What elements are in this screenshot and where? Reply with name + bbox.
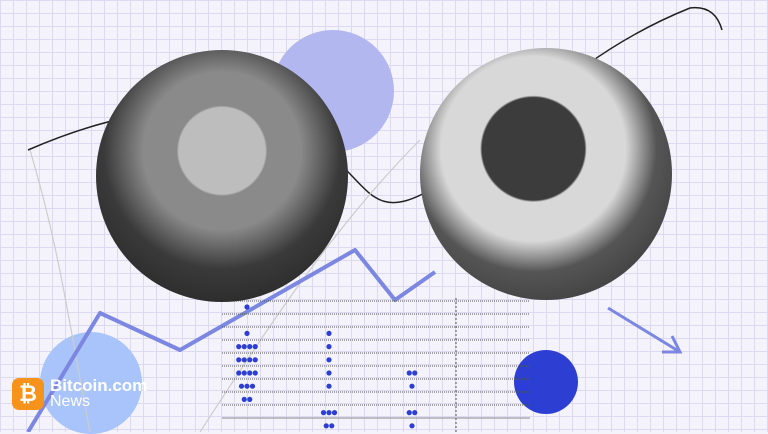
- dot-plot-dot: [412, 410, 418, 416]
- portrait-left: [96, 50, 348, 302]
- dot-plot-dot: [326, 383, 332, 389]
- bitcoin-com-news-logo[interactable]: ₿ Bitcoin.com News: [12, 376, 148, 410]
- dot-plot-dot: [241, 357, 247, 363]
- dot-plot-dot: [329, 423, 335, 429]
- brand-sub: News: [50, 393, 91, 410]
- brand-name: Bitcoin.com: [50, 376, 148, 395]
- dot-plot-dot: [409, 423, 415, 429]
- dot-plot-dot: [252, 344, 258, 350]
- dot-plot-dot: [238, 383, 245, 389]
- dot-plot-dot: [320, 410, 327, 416]
- dot-plot-dot: [241, 344, 247, 350]
- dot-plot-dot: [412, 370, 418, 376]
- dot-plot-dot: [323, 423, 329, 429]
- dot-plot-dot: [326, 370, 332, 376]
- dot-plot-dot: [247, 344, 253, 350]
- dot-plot-dot: [326, 410, 332, 416]
- dot-plot-dot: [252, 357, 258, 363]
- dot-plot-dot: [241, 370, 247, 376]
- dot-plot-dot: [406, 370, 412, 376]
- dot-plot-dot: [326, 330, 332, 336]
- dot-plot-dot: [236, 357, 242, 363]
- dot-plot-dot: [241, 396, 247, 402]
- dot-plot-dot: [247, 396, 253, 402]
- dot-plot-dot: [326, 344, 332, 350]
- dot-plot-dot: [409, 383, 415, 389]
- dot-plot-dot: [247, 370, 253, 376]
- dot-plot-dot: [244, 304, 250, 310]
- dot-plot-dot: [244, 383, 250, 389]
- dot-plot-dot: [326, 357, 332, 363]
- dot-plot-dot: [236, 370, 242, 376]
- portrait-right: [420, 48, 672, 300]
- blue-circle: [514, 350, 578, 414]
- dot-plot-dot: [247, 357, 253, 363]
- dot-plot-dot: [252, 370, 258, 376]
- dot-plot-dot: [406, 410, 412, 416]
- bitcoin-icon: ₿: [12, 378, 44, 410]
- dot-plot-dot: [244, 330, 250, 336]
- dot-plot-dot: [236, 344, 242, 350]
- dot-plot-dot: [249, 383, 256, 389]
- dot-plot-dot: [331, 410, 338, 416]
